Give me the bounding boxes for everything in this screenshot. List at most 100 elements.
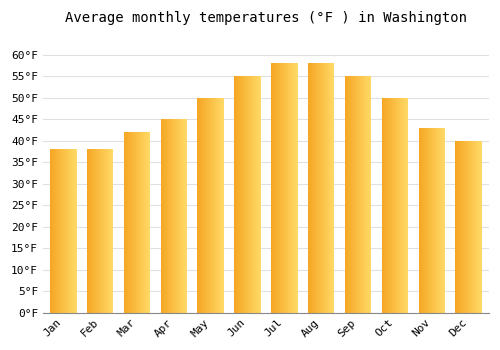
Bar	[96, 149, 97, 313]
Bar	[399, 98, 400, 313]
Bar	[442, 128, 443, 313]
Bar	[362, 76, 364, 313]
Bar	[52, 149, 54, 313]
Bar	[440, 128, 441, 313]
Bar	[125, 132, 126, 313]
Bar	[468, 141, 469, 313]
Bar	[165, 119, 166, 313]
Bar	[396, 98, 397, 313]
Bar	[422, 128, 423, 313]
Bar	[325, 63, 326, 313]
Bar	[161, 119, 162, 313]
Bar	[133, 132, 134, 313]
Bar	[382, 98, 383, 313]
Bar	[171, 119, 172, 313]
Bar	[136, 132, 137, 313]
Bar	[176, 119, 177, 313]
Bar	[132, 132, 133, 313]
Bar	[129, 132, 130, 313]
Bar	[349, 76, 350, 313]
Bar	[354, 76, 356, 313]
Bar	[210, 98, 212, 313]
Bar	[293, 63, 294, 313]
Bar	[90, 149, 91, 313]
Bar	[149, 132, 150, 313]
Bar	[143, 132, 144, 313]
Bar	[277, 63, 278, 313]
Bar	[405, 98, 406, 313]
Bar	[278, 63, 279, 313]
Bar	[204, 98, 206, 313]
Bar	[321, 63, 322, 313]
Bar	[93, 149, 94, 313]
Bar	[146, 132, 147, 313]
Bar	[389, 98, 390, 313]
Bar	[147, 132, 148, 313]
Bar	[200, 98, 202, 313]
Bar	[170, 119, 171, 313]
Bar	[393, 98, 394, 313]
Bar	[420, 128, 421, 313]
Bar	[308, 63, 310, 313]
Bar	[470, 141, 472, 313]
Bar	[404, 98, 405, 313]
Bar	[350, 76, 351, 313]
Bar	[275, 63, 276, 313]
Bar	[282, 63, 283, 313]
Bar	[102, 149, 104, 313]
Bar	[398, 98, 399, 313]
Bar	[247, 76, 248, 313]
Bar	[98, 149, 99, 313]
Bar	[179, 119, 180, 313]
Bar	[421, 128, 422, 313]
Bar	[329, 63, 330, 313]
Bar	[208, 98, 210, 313]
Bar	[330, 63, 331, 313]
Bar	[366, 76, 368, 313]
Bar	[128, 132, 129, 313]
Bar	[238, 76, 239, 313]
Bar	[246, 76, 247, 313]
Bar	[318, 63, 319, 313]
Bar	[474, 141, 476, 313]
Bar	[424, 128, 425, 313]
Bar	[139, 132, 140, 313]
Bar	[178, 119, 179, 313]
Bar	[140, 132, 141, 313]
Bar	[391, 98, 392, 313]
Bar	[130, 132, 131, 313]
Bar	[438, 128, 439, 313]
Bar	[112, 149, 114, 313]
Bar	[460, 141, 462, 313]
Bar	[401, 98, 402, 313]
Bar	[167, 119, 168, 313]
Bar	[317, 63, 318, 313]
Bar	[315, 63, 316, 313]
Bar	[310, 63, 312, 313]
Bar	[331, 63, 332, 313]
Bar	[364, 76, 366, 313]
Bar	[234, 76, 235, 313]
Bar	[384, 98, 385, 313]
Bar	[472, 141, 474, 313]
Bar	[91, 149, 92, 313]
Bar	[260, 76, 261, 313]
Bar	[352, 76, 353, 313]
Bar	[63, 149, 64, 313]
Bar	[144, 132, 145, 313]
Bar	[162, 119, 163, 313]
Bar	[397, 98, 398, 313]
Bar	[206, 98, 208, 313]
Bar	[65, 149, 66, 313]
Bar	[385, 98, 386, 313]
Bar	[326, 63, 327, 313]
Bar	[89, 149, 90, 313]
Bar	[185, 119, 186, 313]
Bar	[69, 149, 70, 313]
Bar	[462, 141, 464, 313]
Bar	[168, 119, 169, 313]
Bar	[173, 119, 174, 313]
Bar	[419, 128, 420, 313]
Bar	[284, 63, 285, 313]
Bar	[256, 76, 257, 313]
